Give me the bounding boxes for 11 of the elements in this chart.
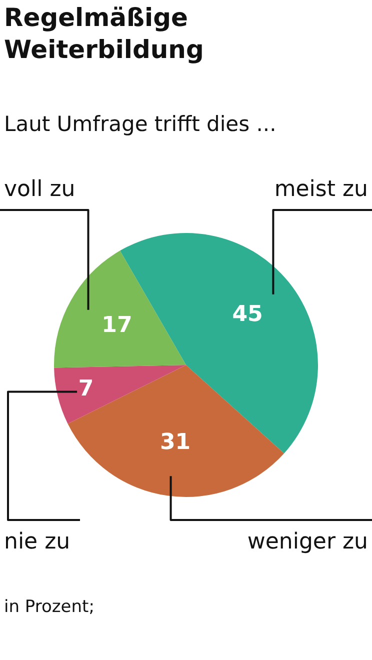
chart-title: Regelmäßige Weiterbildung bbox=[4, 2, 205, 66]
data-label: 31 bbox=[160, 430, 191, 456]
data-label: 7 bbox=[78, 376, 94, 402]
data-label: 45 bbox=[232, 302, 263, 327]
slice-label: nie zu bbox=[4, 530, 70, 555]
slice-label: weniger zu bbox=[247, 530, 368, 555]
text: in Prozent; bbox=[4, 596, 94, 619]
slice-label: voll zu bbox=[4, 177, 76, 202]
data-label: 17 bbox=[102, 312, 132, 338]
slice-label: meist zu bbox=[274, 177, 368, 202]
chart-subtitle: Laut Umfrage trifft dies ... bbox=[4, 112, 276, 136]
